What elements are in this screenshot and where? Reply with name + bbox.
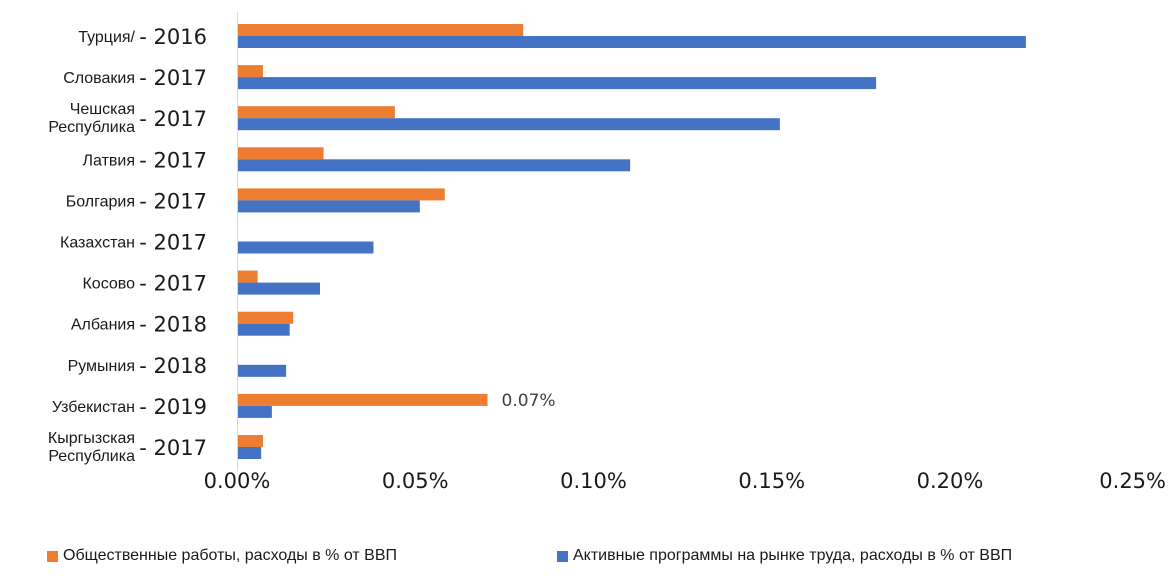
- category-name-7: Албания: [71, 317, 135, 334]
- category-name-1: Словакия: [63, 70, 135, 87]
- category-name-4: Болгария: [66, 193, 135, 210]
- bars-layer: 0.07%: [238, 24, 1026, 459]
- bar-public-works-1: [238, 65, 263, 78]
- bar-public-works-10: [238, 435, 263, 447]
- category-year-6: - 2017: [139, 272, 207, 296]
- category-year-5: - 2017: [139, 231, 207, 255]
- category-name-8: Румыния: [68, 358, 135, 375]
- legend-label-0: Общественные работы, расходы в % от ВВП: [63, 547, 398, 564]
- data-label-0: 0.07%: [502, 391, 556, 411]
- category-year-0: - 2016: [139, 25, 207, 49]
- bar-active-programs-5: [238, 241, 374, 254]
- bar-active-programs-3: [238, 159, 631, 172]
- bar-public-works-2: [238, 106, 395, 119]
- category-year-8: - 2018: [139, 354, 207, 378]
- bar-public-works-3: [238, 147, 324, 160]
- x-tick-label-2: 0.10%: [560, 469, 627, 493]
- bar-active-programs-7: [238, 323, 290, 336]
- category-name-2-line-0: Чешская: [70, 101, 135, 118]
- legend-item-0: Общественные работы, расходы в % от ВВП: [47, 547, 397, 565]
- category-name-2-line-1: Республика: [48, 119, 135, 136]
- x-tick-label-4: 0.20%: [917, 469, 984, 493]
- category-year-7: - 2018: [139, 313, 207, 337]
- legend-item-1: Активные программы на рынке труда, расхо…: [557, 547, 1012, 565]
- category-name-10-line-1: Республика: [48, 448, 135, 465]
- category-year-1: - 2017: [139, 66, 207, 90]
- legend-label-1: Активные программы на рынке труда, расхо…: [573, 547, 1013, 564]
- category-name-6: Косово: [82, 276, 135, 293]
- category-name-0: Турция/: [78, 29, 135, 46]
- category-year-3: - 2017: [139, 148, 207, 172]
- category-year-4: - 2017: [139, 189, 207, 213]
- category-year-2: - 2017: [139, 107, 207, 131]
- legend-swatch-0: [47, 550, 58, 562]
- bar-public-works-4: [238, 188, 445, 201]
- bar-active-programs-6: [238, 282, 320, 295]
- x-tick-label-1: 0.05%: [382, 469, 449, 493]
- category-name-10-line-0: Кыргызская: [48, 430, 135, 447]
- bar-active-programs-1: [238, 77, 877, 90]
- bar-active-programs-8: [238, 364, 287, 377]
- category-year-10: - 2017: [139, 436, 207, 460]
- category-name-9: Узбекистан: [52, 399, 135, 416]
- bar-public-works-6: [238, 270, 258, 283]
- bar-public-works-7: [238, 311, 294, 324]
- bar-active-programs-4: [238, 200, 420, 213]
- bar-public-works-0: [238, 24, 524, 36]
- x-tick-label-0: 0.00%: [204, 469, 271, 493]
- x-tick-labels: 0.00% 0.05% 0.10% 0.15% 0.20% 0.25%: [204, 469, 1166, 493]
- category-name-5: Казахстан: [60, 235, 135, 252]
- x-tick-label-5: 0.25%: [1099, 469, 1166, 493]
- bar-active-programs-9: [238, 405, 272, 418]
- x-tick-label-3: 0.15%: [738, 469, 805, 493]
- category-name-3: Латвия: [83, 152, 135, 169]
- category-year-9: - 2019: [139, 395, 207, 419]
- bar-active-programs-10: [238, 447, 262, 459]
- chart-legend: Общественные работы, расходы в % от ВВП А…: [0, 547, 1174, 573]
- bar-active-programs-0: [238, 36, 1026, 48]
- bar-public-works-9: [238, 393, 488, 406]
- bar-active-programs-2: [238, 118, 780, 131]
- legend-swatch-1: [557, 550, 568, 562]
